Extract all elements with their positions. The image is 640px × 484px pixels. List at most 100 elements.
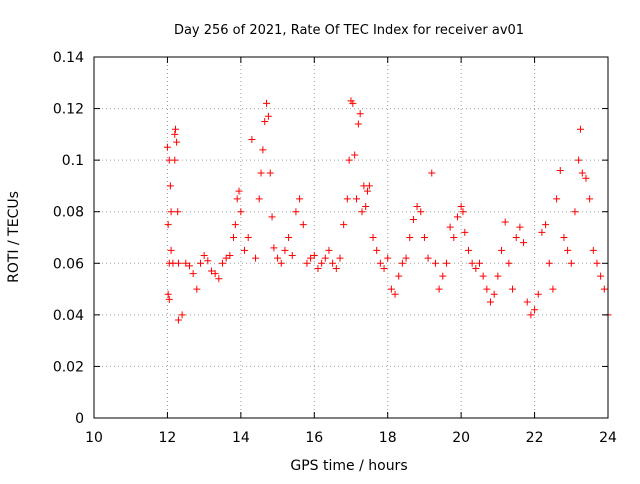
data-point bbox=[165, 295, 173, 303]
data-point bbox=[531, 306, 539, 314]
y-tick-label: 0.04 bbox=[53, 308, 84, 324]
grid-lines bbox=[94, 57, 608, 418]
data-point bbox=[373, 246, 381, 254]
data-point bbox=[464, 246, 472, 254]
data-point bbox=[446, 223, 454, 231]
data-point bbox=[329, 259, 337, 267]
data-point bbox=[384, 254, 392, 262]
data-point bbox=[204, 257, 212, 265]
data-point bbox=[487, 298, 495, 306]
data-point bbox=[231, 221, 239, 229]
data-point bbox=[542, 221, 550, 229]
data-points bbox=[163, 97, 612, 324]
data-point bbox=[196, 259, 204, 267]
chart-title: Day 256 of 2021, Rate Of TEC Index for r… bbox=[174, 23, 524, 38]
data-point bbox=[395, 272, 403, 280]
axes bbox=[93, 56, 609, 419]
plot-frame bbox=[93, 56, 609, 419]
data-point bbox=[200, 252, 208, 260]
data-point bbox=[516, 223, 524, 231]
data-point bbox=[538, 228, 546, 236]
data-point bbox=[244, 234, 252, 241]
data-point bbox=[431, 259, 439, 267]
data-point bbox=[285, 234, 293, 241]
data-point bbox=[365, 182, 373, 190]
x-tick-label: 24 bbox=[599, 430, 617, 446]
data-point bbox=[362, 203, 370, 211]
data-point bbox=[523, 298, 531, 306]
data-point bbox=[252, 254, 260, 262]
data-point bbox=[520, 239, 528, 247]
data-point bbox=[527, 311, 535, 319]
data-point bbox=[597, 272, 605, 280]
data-point bbox=[189, 270, 197, 278]
x-tick-label: 22 bbox=[526, 430, 544, 446]
data-point bbox=[376, 259, 384, 267]
data-point bbox=[185, 262, 193, 270]
data-point bbox=[468, 259, 476, 267]
data-point bbox=[182, 259, 190, 267]
data-point bbox=[589, 246, 597, 254]
data-point bbox=[501, 218, 509, 226]
data-point bbox=[264, 112, 272, 120]
data-point bbox=[461, 228, 469, 236]
data-point bbox=[556, 166, 564, 174]
data-point bbox=[450, 234, 458, 241]
y-tick-label: 0.1 bbox=[62, 153, 84, 169]
data-point bbox=[586, 195, 594, 203]
data-point bbox=[173, 138, 181, 146]
data-point bbox=[578, 169, 586, 177]
x-tick-label: 12 bbox=[159, 430, 177, 446]
data-point bbox=[167, 208, 175, 216]
data-point bbox=[369, 234, 377, 241]
data-point bbox=[164, 221, 172, 229]
data-point bbox=[174, 259, 182, 267]
data-point bbox=[479, 272, 487, 280]
data-point bbox=[442, 259, 450, 267]
data-point bbox=[174, 208, 182, 216]
data-point bbox=[571, 208, 579, 216]
data-point bbox=[549, 285, 557, 293]
data-point bbox=[274, 254, 282, 262]
data-point bbox=[257, 169, 265, 177]
data-point bbox=[349, 99, 357, 107]
data-point bbox=[406, 234, 414, 241]
x-axis-label: GPS time / hours bbox=[290, 458, 407, 474]
data-point bbox=[299, 221, 307, 229]
data-point bbox=[402, 254, 410, 262]
data-point bbox=[215, 275, 223, 283]
data-point bbox=[263, 99, 271, 107]
data-point bbox=[428, 169, 436, 177]
data-point bbox=[193, 285, 201, 293]
x-tick-label: 18 bbox=[379, 430, 397, 446]
data-point bbox=[358, 208, 366, 216]
data-point bbox=[509, 285, 517, 293]
data-point bbox=[226, 252, 234, 260]
y-tick-label: 0 bbox=[75, 411, 84, 427]
data-point bbox=[453, 213, 461, 221]
data-point bbox=[235, 187, 243, 195]
data-point bbox=[409, 215, 417, 223]
data-point bbox=[314, 264, 322, 272]
data-point bbox=[172, 125, 180, 133]
y-tick-label: 0.02 bbox=[53, 359, 84, 375]
data-point bbox=[345, 156, 353, 164]
data-point bbox=[163, 143, 171, 151]
x-tick-label: 20 bbox=[452, 430, 470, 446]
data-point bbox=[281, 246, 289, 254]
data-point bbox=[354, 120, 362, 128]
data-point bbox=[248, 136, 256, 144]
y-tick-label: 0.12 bbox=[53, 102, 84, 118]
data-point bbox=[398, 259, 406, 267]
data-point bbox=[545, 259, 553, 267]
data-point bbox=[459, 208, 467, 216]
data-point bbox=[534, 290, 542, 298]
data-point bbox=[171, 156, 179, 164]
data-point bbox=[505, 259, 513, 267]
data-point bbox=[270, 244, 278, 252]
data-point bbox=[321, 254, 329, 262]
data-point bbox=[219, 259, 226, 267]
data-point bbox=[318, 259, 326, 267]
data-point bbox=[387, 285, 395, 293]
data-point bbox=[325, 246, 333, 254]
